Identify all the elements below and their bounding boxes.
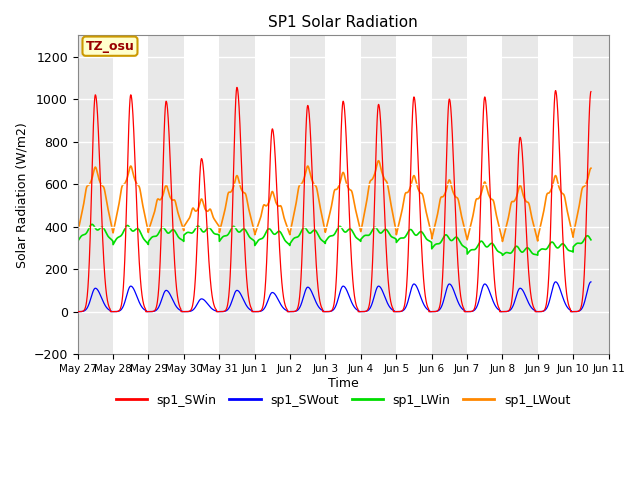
Y-axis label: Solar Radiation (W/m2): Solar Radiation (W/m2)	[15, 122, 28, 268]
sp1_LWout	[132, 180, 140, 186]
sp1_SWout	[577, 307, 585, 313]
Title: SP1 Solar Radiation: SP1 Solar Radiation	[268, 15, 418, 30]
Bar	[77, 36, 113, 354]
Bar	[467, 36, 502, 354]
X-axis label: Time: Time	[328, 377, 358, 390]
Bar	[573, 36, 609, 354]
sp1_LWout	[374, 158, 382, 164]
sp1_SWin	[233, 84, 241, 90]
Bar	[148, 36, 184, 354]
Bar	[502, 36, 538, 354]
Bar	[431, 36, 467, 354]
sp1_SWout	[522, 293, 529, 299]
sp1_SWin	[293, 307, 301, 312]
sp1_LWin	[587, 237, 595, 243]
sp1_LWout	[74, 230, 81, 236]
sp1_SWin	[132, 190, 140, 196]
sp1_SWout	[271, 291, 278, 297]
sp1_SWout	[587, 279, 595, 285]
sp1_LWout	[577, 191, 585, 196]
Bar	[220, 36, 255, 354]
sp1_SWin	[577, 304, 585, 310]
sp1_LWin	[163, 229, 171, 235]
sp1_LWin	[293, 234, 301, 240]
sp1_LWin	[74, 239, 81, 244]
Bar	[255, 36, 290, 354]
sp1_LWout	[587, 165, 595, 171]
sp1_LWin	[132, 226, 140, 232]
Bar	[290, 36, 325, 354]
Bar	[609, 36, 640, 354]
Bar	[396, 36, 431, 354]
sp1_LWout	[293, 197, 301, 203]
Legend: sp1_SWin, sp1_SWout, sp1_LWin, sp1_LWout: sp1_SWin, sp1_SWout, sp1_LWin, sp1_LWout	[111, 389, 576, 412]
Bar	[538, 36, 573, 354]
sp1_LWout	[522, 198, 530, 204]
sp1_SWin	[587, 89, 595, 95]
sp1_SWin	[74, 309, 81, 314]
Bar	[325, 36, 361, 354]
sp1_LWin	[499, 252, 506, 258]
Line: sp1_LWin: sp1_LWin	[77, 224, 591, 255]
sp1_SWout	[74, 309, 81, 314]
sp1_LWin	[577, 240, 585, 246]
sp1_SWin	[163, 99, 170, 105]
Line: sp1_SWin: sp1_SWin	[77, 87, 591, 312]
Bar	[361, 36, 396, 354]
sp1_SWin	[522, 216, 529, 222]
Line: sp1_LWout: sp1_LWout	[77, 161, 591, 241]
sp1_LWout	[271, 195, 278, 201]
sp1_LWout	[499, 239, 506, 244]
sp1_LWin	[271, 231, 278, 237]
sp1_SWout	[132, 292, 140, 298]
sp1_SWout	[293, 308, 301, 313]
Line: sp1_SWout: sp1_SWout	[77, 282, 591, 312]
sp1_SWout	[163, 288, 170, 293]
sp1_LWin	[88, 221, 96, 227]
sp1_SWin	[271, 144, 278, 150]
Bar	[184, 36, 220, 354]
sp1_LWin	[522, 246, 530, 252]
Text: TZ_osu: TZ_osu	[86, 40, 134, 53]
Bar	[113, 36, 148, 354]
sp1_LWout	[163, 183, 170, 189]
